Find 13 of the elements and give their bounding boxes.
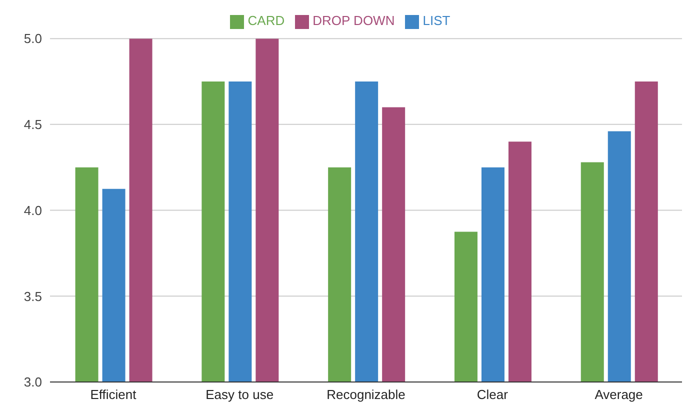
x-tick-label: Easy to use <box>206 387 274 402</box>
x-tick-label: Average <box>594 387 643 402</box>
x-tick-label: Recognizable <box>326 387 406 402</box>
y-tick-label: 3.5 <box>24 288 42 304</box>
x-tick-label: Clear <box>476 387 509 402</box>
x-tick-label: Efficient <box>90 387 137 402</box>
y-tick-label: 4.0 <box>24 202 42 218</box>
legend-label: LIST <box>422 13 450 28</box>
legend-label: DROP DOWN <box>312 13 395 28</box>
y-tick-label: 3.0 <box>24 374 42 390</box>
y-tick-label: 4.5 <box>24 117 42 132</box>
legend-label: CARD <box>248 13 285 28</box>
y-tick-label: 5.0 <box>24 31 42 46</box>
